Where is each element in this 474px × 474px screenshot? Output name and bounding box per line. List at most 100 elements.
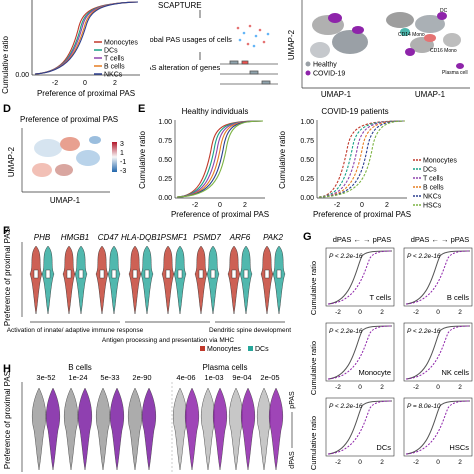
violin <box>29 245 43 315</box>
xtick: 2 <box>458 309 462 316</box>
gene-track-icon <box>220 60 278 85</box>
p-value: 1e-24 <box>68 373 87 382</box>
panel-b: SCAPTURE Global PAS usages of cells PAS … <box>150 1 278 85</box>
ytick: 0.50 <box>300 157 314 164</box>
e-right-curve <box>318 120 406 198</box>
subplot-frame <box>325 397 395 457</box>
panel-f-legend: Monocytes DCs <box>200 346 269 353</box>
violin-box <box>264 269 270 279</box>
cdf-covid <box>405 400 471 455</box>
p-value: P = 8.0e-10 <box>407 403 441 410</box>
group-label: Activation of innate/ adaptive immune re… <box>7 327 144 334</box>
xtick: 0 <box>358 459 362 466</box>
violin <box>260 245 274 315</box>
panel-e-ylabel-right: Cumulative ratio <box>278 131 287 189</box>
xtick: 2 <box>380 459 384 466</box>
panel-c-xlabel: UMAP-1 <box>321 90 352 99</box>
panel-e-curves-left <box>176 120 264 198</box>
p-value: P < 2.2e-16 <box>407 328 441 335</box>
violin <box>161 245 175 315</box>
gene-label: ARF6 <box>229 233 251 242</box>
g-subplot: P < 2.2e-16 DCs -2 0 2 <box>325 397 395 466</box>
panel-a-xtick: 0 <box>83 80 87 87</box>
scale-tick: 3 <box>120 141 124 148</box>
ytick: 0.00 <box>300 195 314 202</box>
cluster-label: CD14 Mono <box>398 32 425 38</box>
xtick: 0 <box>218 202 222 209</box>
ytick: 1.00 <box>300 119 314 126</box>
umap-points <box>310 12 464 69</box>
violin <box>96 387 110 471</box>
panel-e-right-axes <box>316 120 407 199</box>
violin <box>78 387 92 471</box>
violin <box>269 387 283 471</box>
violin-box <box>198 269 204 279</box>
p-value: P < 2.2e-16 <box>329 328 363 335</box>
subplot-frame <box>403 322 473 382</box>
xtick: -2 <box>413 384 419 391</box>
panel-h-violins <box>32 382 283 472</box>
violin-box <box>45 269 51 279</box>
violin-box <box>165 269 171 279</box>
cluster-label: Plasma cell <box>442 70 468 76</box>
xtick: -2 <box>192 202 198 209</box>
ytick: 0.25 <box>300 176 314 183</box>
panel-a: Cumulative ratio 0.00 -2 0 2 Preference … <box>1 0 140 98</box>
xtick: 2 <box>385 202 389 209</box>
violin-box <box>210 269 216 279</box>
p-value: 2e-90 <box>132 373 151 382</box>
violin <box>206 245 220 315</box>
scale-tick: -1 <box>120 159 126 166</box>
p-value: P < 2.2e-16 <box>329 403 363 410</box>
panel-f-ylabel: Preference of proximal PAS <box>3 228 12 326</box>
umap-heat <box>32 136 101 177</box>
violin <box>128 387 142 471</box>
cell-type-label: B cells <box>447 293 469 302</box>
cell-type-label: DCs <box>376 443 391 452</box>
cell-type-label: NK cells <box>441 368 469 377</box>
panel-c: UMAP-2 CD14 Mono CD16 Mono DC Plasma cel… <box>287 0 470 99</box>
panel-a-xtick: 2 <box>113 80 117 87</box>
xtick: 0 <box>358 309 362 316</box>
panel-a-axes <box>31 0 140 76</box>
xtick: 2 <box>243 202 247 209</box>
xtick: 0 <box>360 202 364 209</box>
panel-h: H B cells Plasma cells Preference of pro… <box>3 363 296 472</box>
panel-d-letter: D <box>3 103 11 115</box>
legend-dcs: DCs <box>104 48 118 55</box>
cluster-label: DC <box>440 8 448 14</box>
cdf-covid <box>327 250 393 305</box>
legend-healthy: Healthy <box>313 62 337 69</box>
panel-h-axis-bottom: dPAS <box>289 451 296 469</box>
violin <box>64 387 78 471</box>
violin <box>173 245 187 315</box>
gene-label: HMGB1 <box>61 233 89 242</box>
legend-covid: COVID-19 <box>313 71 345 78</box>
legend-hscs: HSCs <box>423 203 442 210</box>
legend-nkcs: NKCs <box>104 72 123 79</box>
violin-box <box>111 269 117 279</box>
xtick: 0 <box>436 459 440 466</box>
curve-nkcs <box>34 1 139 75</box>
ytick: 0.75 <box>158 138 172 145</box>
legend-dcs: DCs <box>423 167 437 174</box>
panel-e-xlabel-left: Preference of proximal PAS <box>171 210 269 219</box>
violin-box <box>66 269 72 279</box>
e-right-curve <box>318 120 406 198</box>
xtick: -2 <box>335 309 341 316</box>
panel-e-legend: Monocytes DCs T cells B cells NKCs HSCs <box>413 158 457 210</box>
panel-e-title-left: Healthy individuals <box>182 107 249 116</box>
e-left-curve <box>176 120 264 198</box>
panel-e-xlabel-right: Preference of proximal PAS <box>313 210 411 219</box>
legend-monocytes: Monocytes <box>207 346 241 353</box>
e-right-curve <box>318 120 406 198</box>
violin-box <box>177 269 183 279</box>
e-right-curve <box>318 120 406 198</box>
panel-h-title-right: Plasma cells <box>203 363 248 372</box>
cdf-control <box>405 325 471 380</box>
panel-e-yticks-right: 1.00 0.75 0.50 0.25 0.00 <box>300 119 314 202</box>
panel-g-ylabel: Cumulative ratio <box>309 261 318 315</box>
xtick: 0 <box>358 384 362 391</box>
panel-e-curves-right <box>318 120 406 198</box>
panel-a-xlabel: Preference of proximal PAS <box>37 89 135 98</box>
